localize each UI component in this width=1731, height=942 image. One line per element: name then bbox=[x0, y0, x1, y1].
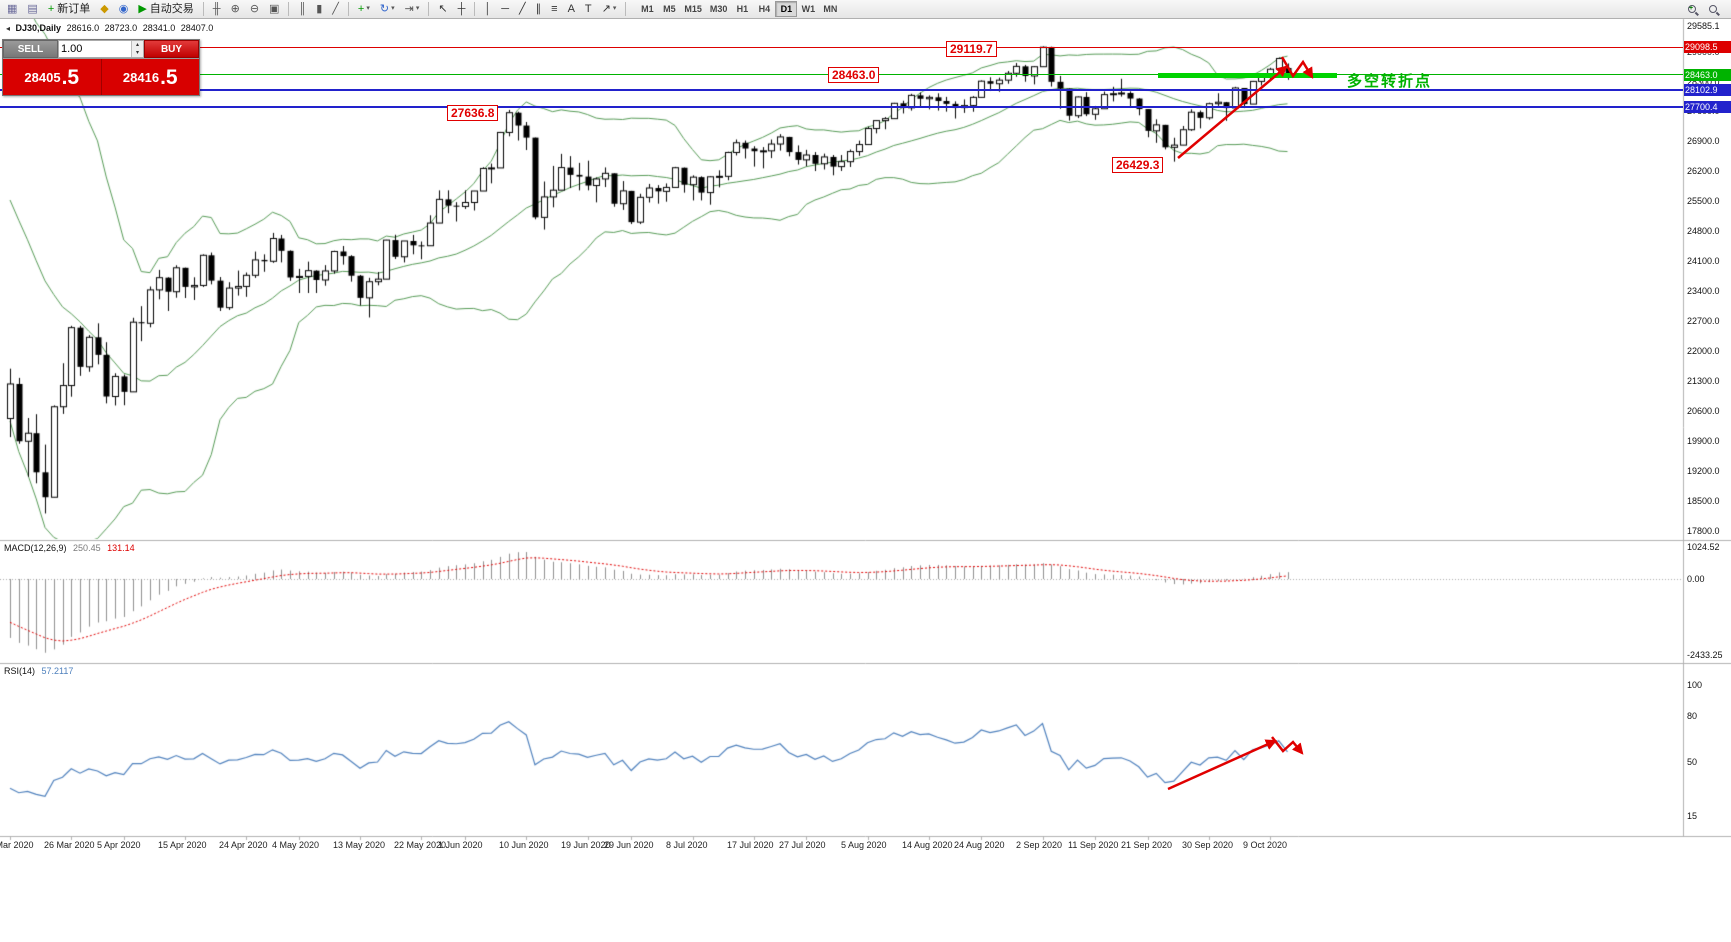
price-scale-tick: 24100.0 bbox=[1687, 256, 1720, 267]
time-axis-label: 4 May 2020 bbox=[272, 840, 320, 850]
price-scale-tick: 18500.0 bbox=[1687, 496, 1720, 507]
volume-input[interactable] bbox=[59, 41, 131, 57]
price-scale-tick: 22000.0 bbox=[1687, 346, 1720, 357]
chart-symbol: DJ30,Daily bbox=[15, 23, 62, 33]
buy-price[interactable]: 28416.5 bbox=[122, 65, 178, 89]
price-scale[interactable]: 29585.129000.028300.027600.026900.026200… bbox=[1684, 19, 1731, 839]
time-axis-label: 15 Apr 2020 bbox=[158, 840, 207, 850]
time-axis-label: 17 Jul 2020 bbox=[727, 840, 774, 850]
price-scale-tick: 24800.0 bbox=[1687, 226, 1720, 237]
ohlc-high: 28723.0 bbox=[104, 23, 138, 33]
ohlc-open: 28616.0 bbox=[66, 23, 100, 33]
time-axis-label: 22 May 2020 bbox=[394, 840, 447, 850]
time-axis-label: 1 Jun 2020 bbox=[438, 840, 483, 850]
volume-stepper: ▴ ▾ bbox=[58, 40, 144, 58]
time-axis-label: 24 Apr 2020 bbox=[219, 840, 268, 850]
macd-name: MACD(12,26,9) bbox=[4, 543, 67, 553]
price-scale-tick: 29585.1 bbox=[1687, 21, 1720, 32]
rsi-value: 57.2117 bbox=[41, 666, 74, 676]
time-axis-label: 9 Oct 2020 bbox=[1243, 840, 1288, 850]
price-label-29119[interactable]: 29119.7 bbox=[946, 41, 997, 57]
macd-main-value: 250.45 bbox=[73, 543, 101, 553]
time-axis-label: 21 Sep 2020 bbox=[1121, 840, 1173, 850]
turning-point-text[interactable]: 多空转折点 bbox=[1347, 73, 1433, 90]
collapse-icon[interactable]: ◂ bbox=[6, 24, 11, 33]
price-scale-tick: 26900.0 bbox=[1687, 136, 1720, 147]
volume-down-icon[interactable]: ▾ bbox=[135, 50, 139, 56]
time-axis-label: 2 Sep 2020 bbox=[1016, 840, 1063, 850]
macd-scale-min: -2433.25 bbox=[1687, 649, 1723, 660]
rsi-scale-tick: 100 bbox=[1687, 680, 1703, 691]
time-axis-label: 11 Sep 2020 bbox=[1068, 840, 1119, 850]
price-scale-tick: 19200.0 bbox=[1687, 466, 1720, 477]
rsi-scale-tick: 50 bbox=[1687, 757, 1698, 767]
price-scale-tick: 21300.0 bbox=[1687, 376, 1720, 387]
turning-point-segment[interactable] bbox=[1158, 73, 1337, 78]
price-scale-tick: 23400.0 bbox=[1687, 286, 1720, 297]
rsi-indicator-label: RSI(14) 57.2117 bbox=[4, 666, 77, 676]
time-axis-label: 24 Aug 2020 bbox=[954, 840, 1005, 850]
price-scale-tick: 25500.0 bbox=[1687, 196, 1720, 207]
time-axis-label: 8 Jul 2020 bbox=[666, 840, 708, 850]
volume-up-icon[interactable]: ▴ bbox=[135, 42, 139, 48]
price-scale-tick: 17800.0 bbox=[1687, 526, 1720, 537]
macd-signal-value: 131.14 bbox=[107, 543, 135, 553]
time-axis-label: 5 Aug 2020 bbox=[841, 840, 887, 850]
trade-panel-header: SELL ▴ ▾ BUY bbox=[3, 40, 199, 59]
support-28102-price-tag: 28102.9 bbox=[1684, 83, 1731, 96]
time-axis-label: 10 Jun 2020 bbox=[499, 840, 549, 850]
price-label-27636[interactable]: 27636.8 bbox=[447, 105, 499, 121]
time-axis-label: 19 Jun 2020 bbox=[561, 840, 611, 850]
price-scale-tick: 26200.0 bbox=[1687, 166, 1720, 177]
rsi-name: RSI(14) bbox=[4, 666, 36, 676]
time-axis-label: 27 Jul 2020 bbox=[779, 840, 826, 850]
trade-panel-prices: 28405.5 28416.5 bbox=[3, 59, 199, 95]
time-axis-label: 29 Jun 2020 bbox=[604, 840, 654, 850]
price-label-28463[interactable]: 28463.0 bbox=[828, 67, 880, 83]
turning-level-28463-price-tag: 28463.0 bbox=[1684, 68, 1731, 81]
price-scale-tick: 28300.0 bbox=[1687, 76, 1720, 87]
rsi-scale-tick: 80 bbox=[1687, 711, 1698, 721]
time-axis-label: 26 Mar 2020 bbox=[44, 840, 95, 850]
time-axis-label: 5 Apr 2020 bbox=[97, 840, 141, 850]
sell-price[interactable]: 28405.5 bbox=[3, 59, 102, 95]
ohlc-low: 28341.0 bbox=[142, 23, 176, 33]
resistance-29098-price-tag: 29098.5 bbox=[1684, 41, 1731, 54]
price-label-26429[interactable]: 26429.3 bbox=[1112, 157, 1164, 173]
macd-scale-max: 1024.52 bbox=[1687, 542, 1720, 552]
support-27700-price-tag: 27700.4 bbox=[1684, 101, 1731, 114]
time-axis-label: 30 Sep 2020 bbox=[1182, 840, 1234, 850]
sell-button[interactable]: SELL bbox=[3, 40, 58, 58]
buy-button[interactable]: BUY bbox=[144, 40, 199, 58]
one-click-trading-panel: SELL ▴ ▾ BUY 28405.5 28416.5 bbox=[2, 39, 200, 96]
time-axis-label: 13 May 2020 bbox=[333, 840, 386, 850]
macd-indicator-label: MACD(12,26,9) 250.45 131.14 bbox=[4, 543, 139, 553]
macd-scale-zero: 0.00 bbox=[1687, 574, 1705, 584]
rsi-scale-tick: 15 bbox=[1687, 810, 1698, 821]
price-scale-tick: 20600.0 bbox=[1687, 406, 1720, 417]
chart-ohlc-title: ◂ DJ30,Daily 28616.0 28723.0 28341.0 284… bbox=[6, 23, 216, 33]
time-axis-label: 14 Aug 2020 bbox=[902, 840, 953, 850]
volume-spinner: ▴ ▾ bbox=[131, 41, 143, 57]
price-scale-tick: 19900.0 bbox=[1687, 436, 1720, 447]
time-axis-label: 17 Mar 2020 bbox=[0, 840, 34, 850]
price-scale-tick: 22700.0 bbox=[1687, 316, 1720, 327]
ohlc-close: 28407.0 bbox=[180, 23, 214, 33]
